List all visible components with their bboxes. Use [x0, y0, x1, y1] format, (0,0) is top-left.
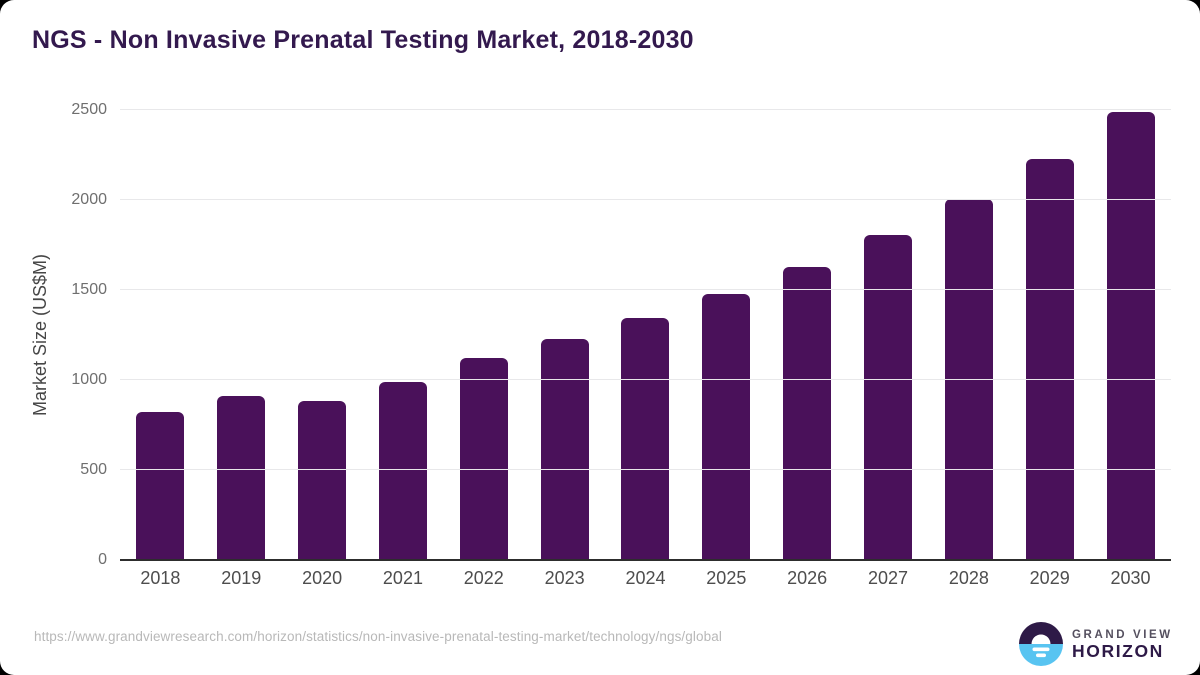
- y-tick-label-1500: 1500: [71, 281, 107, 298]
- x-tick-label-2021: 2021: [382, 568, 423, 588]
- y-tick-label-2500: 2500: [71, 101, 107, 118]
- bar-series: [120, 110, 1171, 560]
- logo-text-horizon: HORIZON: [1072, 640, 1164, 661]
- x-tick-label-2019: 2019: [221, 568, 262, 588]
- y-tick-label-0: 0: [98, 551, 107, 568]
- x-tick-label-2029: 2029: [1029, 568, 1070, 588]
- bar-slot-2028: [928, 110, 1009, 560]
- x-tick-label-2028: 2028: [948, 568, 989, 588]
- x-tick-label-2025: 2025: [706, 568, 747, 588]
- bar-2027[interactable]: [864, 235, 913, 560]
- x-tick-label-2018: 2018: [140, 568, 181, 588]
- x-tick-label-2026: 2026: [787, 568, 828, 588]
- bar-slot-2021: [363, 110, 444, 560]
- x-tick-label-2022: 2022: [463, 568, 504, 588]
- bar-2029[interactable]: [1025, 158, 1074, 560]
- x-tick-label-2030: 2030: [1110, 568, 1151, 588]
- bar-slot-2019: [201, 110, 282, 560]
- sunrise-horizon-icon: [1019, 622, 1063, 666]
- gridline-2000: [120, 199, 1171, 200]
- bar-slot-2026: [767, 110, 848, 560]
- bar-2024[interactable]: [621, 317, 670, 560]
- bar-2030[interactable]: [1106, 111, 1155, 560]
- bar-2022[interactable]: [459, 358, 508, 560]
- bar-slot-2023: [524, 110, 605, 560]
- bar-2026[interactable]: [783, 266, 832, 560]
- bar-2021[interactable]: [378, 381, 427, 560]
- x-tick-label-2023: 2023: [544, 568, 585, 588]
- x-axis-line: [120, 559, 1171, 561]
- source-url: https://www.grandviewresearch.com/horizo…: [34, 629, 722, 644]
- bar-slot-2024: [605, 110, 686, 560]
- y-axis-tick-labels: 0 500 1000 1500 2000 2500: [0, 101, 107, 568]
- gridline-1500: [120, 289, 1171, 290]
- gridline-500: [120, 469, 1171, 470]
- bar-2023[interactable]: [540, 338, 589, 560]
- bar-2020[interactable]: [298, 400, 347, 560]
- x-tick-label-2024: 2024: [625, 568, 666, 588]
- bar-slot-2018: [120, 110, 201, 560]
- bar-slot-2030: [1090, 110, 1171, 560]
- x-tick-label-2020: 2020: [302, 568, 343, 588]
- bar-slot-2029: [1009, 110, 1090, 560]
- bar-2018[interactable]: [136, 411, 185, 560]
- bar-2019[interactable]: [217, 396, 266, 560]
- x-axis-tick-labels: 2018 2019 2020 2021 2022 2023 2024 2025 2026 2027…: [120, 568, 1171, 589]
- bar-2025[interactable]: [702, 293, 751, 560]
- y-tick-label-500: 500: [80, 461, 107, 478]
- y-tick-label-2000: 2000: [71, 191, 107, 208]
- logo-text-grand-view: GRAND VIEW: [1072, 628, 1173, 641]
- bar-slot-2022: [443, 110, 524, 560]
- bar-slot-2027: [848, 110, 929, 560]
- page-title: NGS - Non Invasive Prenatal Testing Mark…: [32, 26, 694, 54]
- x-tick-label-2027: 2027: [867, 568, 909, 588]
- y-tick-label-1000: 1000: [71, 371, 107, 388]
- bar-slot-2020: [282, 110, 363, 560]
- plot-area: [120, 109, 1171, 561]
- gridline-1000: [120, 379, 1171, 380]
- logo-text: GRAND VIEW HORIZON: [1072, 628, 1173, 661]
- grandview-horizon-logo: GRAND VIEW HORIZON: [1019, 622, 1173, 666]
- bar-slot-2025: [686, 110, 767, 560]
- gridline-2500: [120, 109, 1171, 110]
